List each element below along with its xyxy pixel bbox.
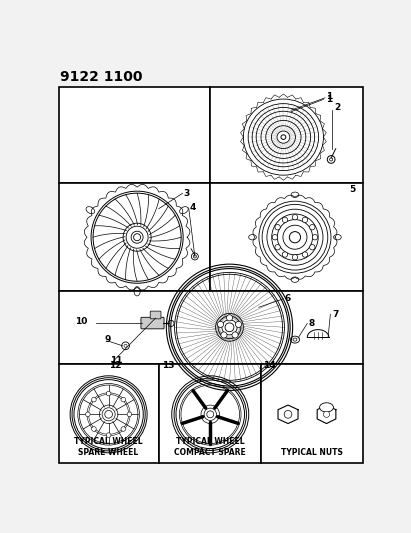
Circle shape: [236, 321, 242, 327]
Ellipse shape: [281, 135, 286, 140]
Bar: [58, 364, 159, 463]
Circle shape: [127, 412, 132, 417]
Circle shape: [292, 255, 298, 260]
Text: 8: 8: [309, 319, 315, 328]
Circle shape: [106, 391, 111, 396]
Bar: [58, 183, 210, 291]
Text: 6: 6: [285, 294, 291, 303]
Text: 9122 1100: 9122 1100: [60, 70, 143, 84]
Circle shape: [92, 397, 96, 402]
Text: 5: 5: [349, 185, 355, 194]
Circle shape: [323, 411, 330, 417]
Bar: [210, 183, 363, 291]
FancyBboxPatch shape: [150, 311, 161, 319]
Text: TYPICAL WHEEL
COMPACT SPARE: TYPICAL WHEEL COMPACT SPARE: [174, 437, 246, 457]
Ellipse shape: [320, 403, 333, 412]
Circle shape: [312, 235, 318, 240]
Text: 1: 1: [326, 95, 332, 104]
Circle shape: [226, 315, 233, 321]
Circle shape: [302, 217, 308, 223]
Bar: [261, 364, 363, 463]
Text: 7: 7: [332, 310, 338, 319]
Circle shape: [272, 235, 277, 240]
Text: 9: 9: [105, 335, 111, 344]
Text: 12: 12: [109, 361, 121, 370]
Circle shape: [309, 245, 315, 250]
Circle shape: [292, 214, 298, 220]
Circle shape: [121, 427, 126, 431]
Circle shape: [282, 252, 288, 257]
Text: TYPICAL NUTS: TYPICAL NUTS: [281, 448, 343, 457]
Circle shape: [309, 224, 315, 230]
FancyBboxPatch shape: [141, 317, 164, 329]
Text: 14: 14: [263, 361, 276, 370]
Text: TYPICAL WHEEL
SPARE WHEEL: TYPICAL WHEEL SPARE WHEEL: [74, 437, 143, 457]
Circle shape: [284, 410, 292, 418]
Circle shape: [282, 217, 288, 223]
Circle shape: [121, 397, 126, 402]
Bar: [58, 291, 363, 364]
Bar: [159, 364, 261, 463]
Text: 2: 2: [334, 103, 340, 112]
Ellipse shape: [134, 233, 141, 241]
Circle shape: [92, 427, 96, 431]
Bar: [58, 87, 210, 183]
Circle shape: [232, 332, 238, 338]
Circle shape: [275, 224, 280, 230]
Text: 3: 3: [183, 189, 189, 198]
Text: 4: 4: [189, 204, 196, 213]
Ellipse shape: [207, 411, 214, 418]
Circle shape: [275, 245, 280, 250]
Bar: [210, 87, 363, 183]
Circle shape: [106, 433, 111, 438]
Ellipse shape: [105, 410, 113, 418]
Circle shape: [289, 232, 300, 243]
Circle shape: [302, 252, 308, 257]
Circle shape: [221, 332, 227, 338]
Text: 11: 11: [110, 356, 122, 365]
Text: 13: 13: [162, 361, 174, 370]
Text: 1: 1: [326, 92, 332, 101]
Circle shape: [85, 412, 90, 417]
Text: 10: 10: [76, 318, 88, 326]
Circle shape: [217, 321, 224, 327]
